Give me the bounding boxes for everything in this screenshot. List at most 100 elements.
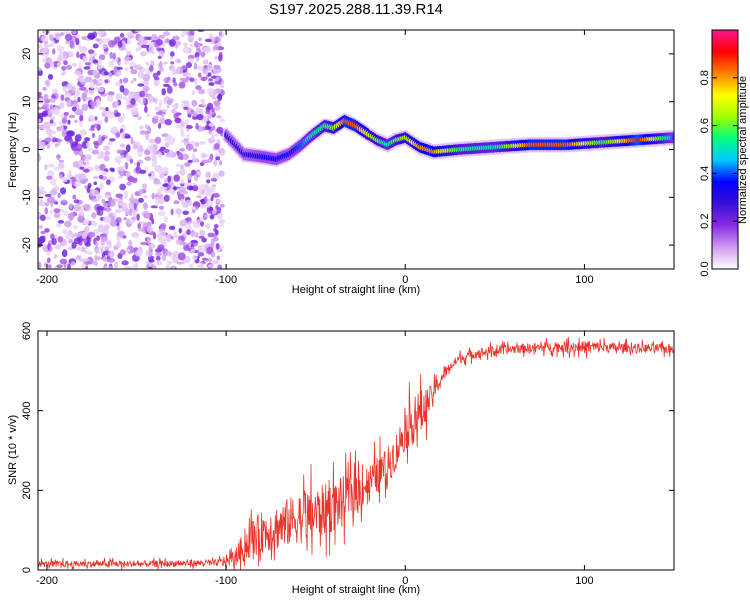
x-tick-label: 100 [575, 274, 593, 286]
noise-blob [171, 266, 175, 269]
noise-blob [163, 216, 169, 223]
noise-blob [119, 165, 125, 171]
noise-blob [98, 106, 105, 110]
noise-blob [130, 69, 138, 75]
noise-blob [143, 202, 148, 210]
noise-blob [94, 254, 98, 262]
noise-blob [154, 136, 162, 144]
noise-blob [198, 141, 206, 145]
noise-blob [39, 196, 43, 202]
noise-blob [201, 237, 207, 243]
noise-blob [198, 88, 206, 95]
noise-blob [108, 250, 115, 258]
noise-blob [140, 44, 149, 49]
noise-blob [76, 88, 81, 96]
noise-blob [146, 36, 152, 41]
noise-blob [213, 64, 221, 70]
noise-blob [175, 208, 182, 215]
noise-blob [144, 81, 150, 86]
noise-blob [214, 56, 219, 60]
noise-blob [211, 96, 218, 100]
noise-blob [115, 66, 123, 70]
noise-blob [146, 225, 153, 233]
noise-blob [96, 30, 105, 37]
noise-blob [203, 196, 208, 204]
noise-blob [99, 163, 106, 171]
noise-blob [71, 233, 75, 239]
noise-blob [179, 164, 185, 169]
spectrogram-xlabel: Height of straight line (km) [292, 284, 420, 296]
noise-blob [199, 262, 205, 269]
noise-blob [125, 144, 131, 153]
noise-blob [84, 137, 91, 142]
noise-blob [145, 132, 149, 141]
noise-blob [39, 214, 46, 222]
noise-blob [73, 237, 82, 244]
noise-blob [93, 181, 98, 185]
noise-blob [104, 79, 108, 84]
noise-blob [133, 202, 137, 211]
noise-blob [125, 98, 130, 106]
noise-blob [91, 149, 99, 155]
noise-blob [130, 137, 134, 145]
noise-blob [161, 113, 165, 118]
noise-blob [170, 236, 174, 240]
noise-blob [83, 168, 90, 173]
noise-blob [160, 146, 166, 150]
y-tick-label: -20 [21, 237, 33, 253]
noise-blob [84, 185, 88, 189]
noise-blob [200, 160, 209, 164]
noise-blob [179, 168, 186, 176]
noise-blob [89, 81, 95, 89]
noise-blob [133, 144, 138, 150]
noise-blob [163, 31, 170, 36]
noise-blob [88, 128, 96, 132]
noise-blob [98, 174, 104, 180]
noise-blob [200, 204, 207, 209]
noise-blob [56, 45, 65, 52]
noise-blob [119, 249, 126, 256]
noise-blob [62, 210, 69, 216]
noise-blob [138, 197, 144, 203]
noise-blob [219, 203, 225, 208]
noise-blob [128, 239, 132, 248]
noise-blob [197, 252, 205, 257]
noise-blob [148, 45, 155, 54]
noise-blob [68, 229, 73, 236]
noise-blob [73, 199, 80, 204]
noise-blob [51, 88, 59, 94]
noise-blob [78, 75, 84, 79]
noise-blob [150, 34, 158, 42]
noise-blob [133, 77, 137, 82]
noise-blob [213, 100, 221, 106]
noise-blob [72, 194, 77, 200]
noise-blob [95, 241, 99, 247]
noise-blob [129, 158, 133, 164]
noise-blob [110, 127, 118, 133]
noise-blob [38, 44, 43, 49]
noise-blob [118, 205, 122, 209]
snr-plot-area [38, 336, 674, 570]
noise-blob [205, 110, 211, 115]
noise-blob [75, 38, 80, 46]
colorbar-tick-label: 0.2 [699, 214, 711, 229]
noise-blob [43, 93, 49, 101]
noise-blob [210, 196, 214, 202]
noise-blob [152, 72, 159, 78]
noise-blob [143, 195, 148, 199]
noise-blob [138, 188, 144, 195]
noise-blob [87, 182, 92, 189]
noise-blob [109, 219, 118, 227]
noise-blob [175, 125, 183, 129]
noise-blob [207, 64, 213, 72]
noise-blob [41, 124, 49, 130]
noise-blob [126, 248, 131, 253]
noise-blob [158, 99, 163, 108]
noise-blob [196, 195, 203, 199]
noise-blob [78, 247, 83, 251]
noise-blob [162, 61, 169, 65]
noise-blob [155, 252, 163, 257]
noise-blob [87, 250, 93, 255]
noise-blob [59, 102, 65, 109]
noise-blob [62, 85, 67, 93]
